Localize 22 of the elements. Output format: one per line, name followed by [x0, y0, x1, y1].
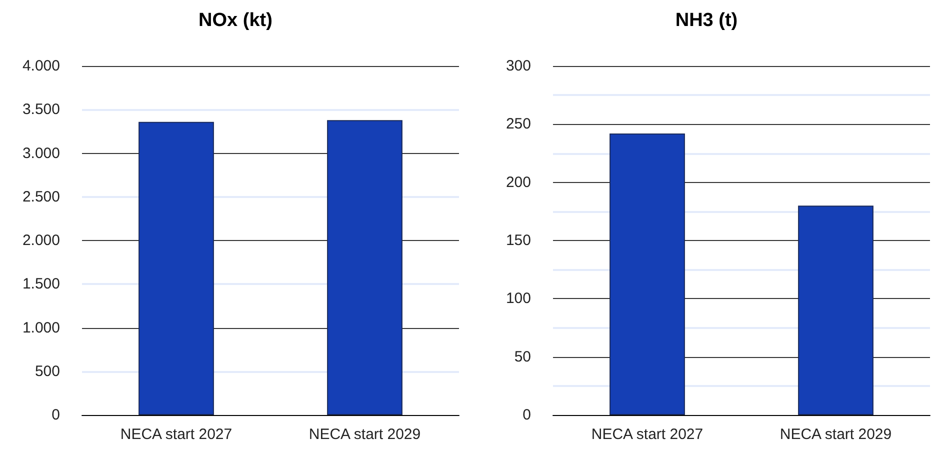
y-tick-label: 300	[506, 58, 531, 74]
y-tick-label: 1.500	[22, 276, 60, 293]
chart-title: NH3 (t)	[675, 10, 738, 31]
y-tick-label: 200	[506, 174, 531, 191]
y-tick-label: 250	[506, 116, 531, 133]
x-tick-label: NECA start 2027	[591, 426, 704, 443]
y-tick-label: 150	[506, 232, 531, 249]
y-tick-label: 3.500	[22, 101, 60, 118]
y-tick-label: 0	[522, 406, 531, 424]
y-tick-label: 500	[34, 362, 60, 380]
y-tick-label: 100	[506, 290, 531, 308]
y-tick-label: 2.500	[22, 188, 60, 206]
x-tick-label: NECA start 2027	[120, 426, 232, 443]
x-tick-label: NECA start 2029	[780, 426, 892, 443]
y-tick-label: 1.000	[22, 319, 60, 336]
y-tick-label: 3.000	[22, 144, 60, 162]
chart-title: NOx (kt)	[198, 10, 272, 31]
y-tick-label: 0	[52, 406, 60, 424]
x-tick-label: NECA start 2029	[308, 426, 421, 443]
y-tick-label: 2.000	[22, 232, 60, 249]
y-tick-label: 4.000	[22, 58, 60, 74]
y-tick-label: 50	[514, 348, 531, 366]
